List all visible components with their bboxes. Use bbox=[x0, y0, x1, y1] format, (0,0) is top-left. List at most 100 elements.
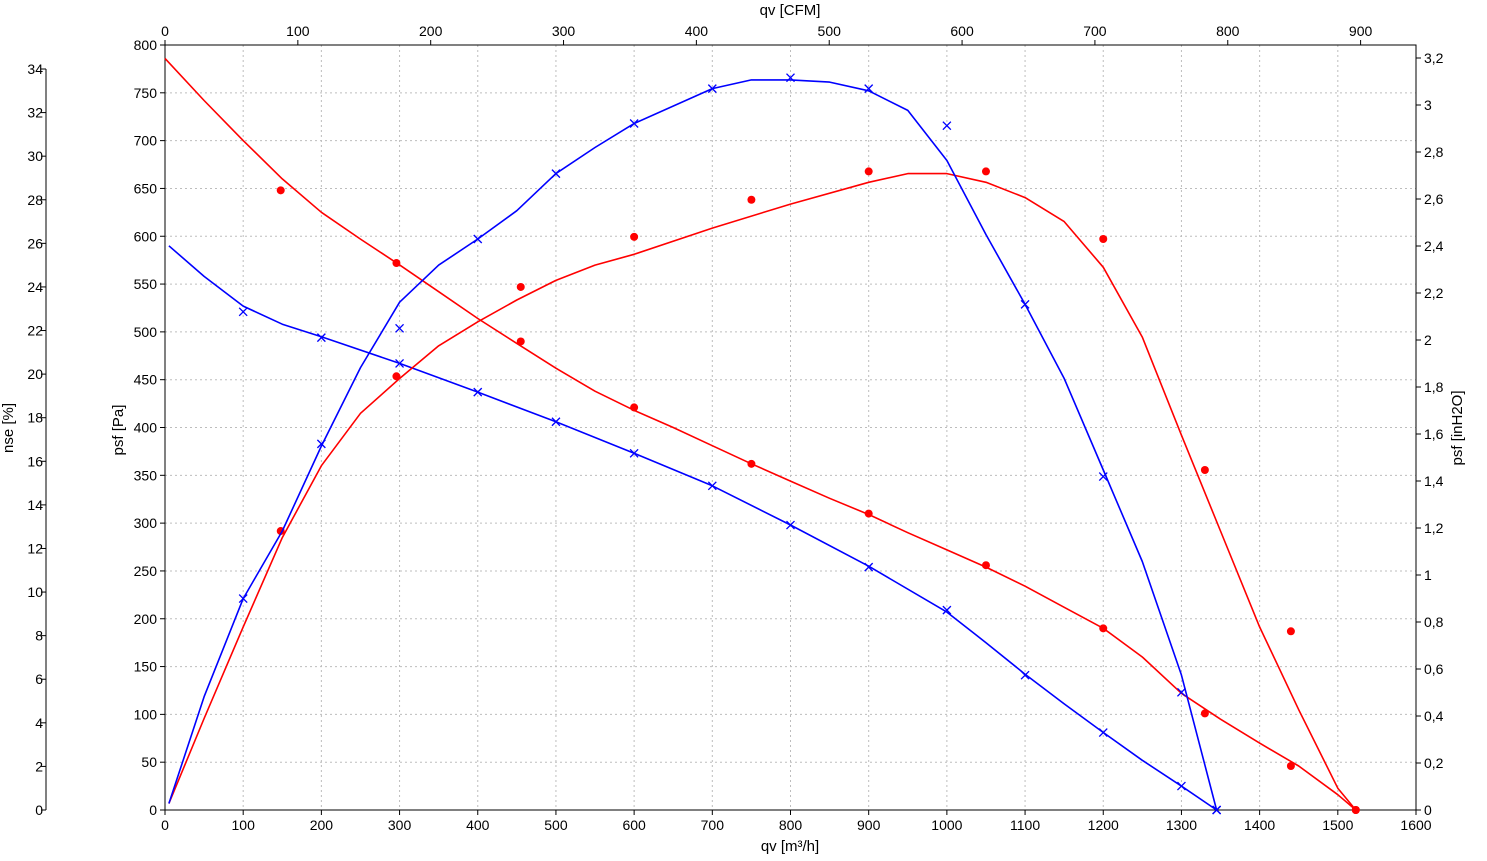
efficiency-point bbox=[395, 323, 405, 333]
pressure-point bbox=[551, 417, 561, 427]
efficiency-point bbox=[942, 121, 952, 131]
efficiency-point bbox=[747, 195, 756, 204]
top-tick-label: 800 bbox=[1216, 23, 1240, 39]
efficiency-point bbox=[1098, 472, 1108, 482]
x-tick-label: 1100 bbox=[1010, 817, 1040, 833]
x-marker-stroke bbox=[1176, 687, 1186, 697]
pressure-point bbox=[276, 186, 285, 195]
x-marker-stroke bbox=[316, 439, 326, 449]
pressure-curve-red bbox=[164, 57, 1357, 811]
grid bbox=[165, 44, 1416, 810]
nse-tick-label: 30 bbox=[27, 148, 43, 164]
pressure-point bbox=[707, 481, 717, 491]
x-marker-stroke bbox=[316, 333, 326, 343]
pressure-point bbox=[864, 509, 873, 518]
inh2o-tick-label: 0,4 bbox=[1424, 708, 1444, 724]
inh2o-tick-label: 0,2 bbox=[1424, 755, 1444, 771]
x-marker-stroke bbox=[1176, 781, 1186, 791]
inh2o-tick-label: 2,8 bbox=[1424, 144, 1444, 160]
nse-tick-label: 34 bbox=[27, 61, 43, 77]
efficiency-point bbox=[981, 167, 990, 176]
x-tick-label: 1300 bbox=[1166, 817, 1197, 833]
x-marker-stroke bbox=[864, 562, 874, 572]
x-marker-stroke bbox=[1020, 670, 1030, 680]
efficiency-point bbox=[1099, 234, 1108, 243]
pressure-point bbox=[1176, 781, 1186, 791]
x-marker-stroke bbox=[473, 234, 483, 244]
x-marker-stroke bbox=[238, 594, 248, 604]
inh2o-tick-label: 0 bbox=[1424, 802, 1432, 818]
x-tick-label: 900 bbox=[857, 817, 881, 833]
x-marker-stroke bbox=[1212, 805, 1222, 815]
pressure-point bbox=[1098, 728, 1108, 738]
top-tick-label: 700 bbox=[1083, 23, 1107, 39]
psf-tick-label: 450 bbox=[134, 372, 158, 388]
nse-tick-label: 18 bbox=[27, 410, 43, 426]
psf-tick-label: 50 bbox=[141, 754, 157, 770]
x-tick-label: 600 bbox=[622, 817, 646, 833]
nse-tick-label: 10 bbox=[27, 584, 43, 600]
efficiency-point bbox=[1200, 466, 1209, 475]
inh2o-tick-label: 1 bbox=[1424, 567, 1432, 583]
efficiency-point bbox=[516, 282, 525, 291]
psf-tick-label: 600 bbox=[134, 228, 158, 244]
pressure-point bbox=[238, 307, 248, 317]
efficiency-point bbox=[707, 84, 717, 94]
series-layer bbox=[164, 57, 1360, 815]
nse-tick-label: 6 bbox=[35, 671, 43, 687]
x-marker-stroke bbox=[786, 520, 795, 530]
efficiency-curve-red bbox=[168, 172, 1357, 811]
top-tick-label: 400 bbox=[685, 23, 709, 39]
top-tick-label: 300 bbox=[552, 23, 576, 39]
pressure-point bbox=[747, 459, 756, 468]
left-outer-axis-title: nse [%] bbox=[0, 403, 17, 453]
x-tick-label: 700 bbox=[701, 817, 725, 833]
x-marker-stroke bbox=[551, 169, 561, 179]
inh2o-tick-label: 2,2 bbox=[1424, 285, 1444, 301]
efficiency-point bbox=[864, 84, 874, 94]
x-tick-label: 1000 bbox=[931, 817, 962, 833]
x-marker-stroke bbox=[786, 73, 795, 83]
inh2o-tick-label: 2,4 bbox=[1424, 238, 1444, 254]
pressure-point bbox=[630, 403, 639, 412]
efficiency-point bbox=[864, 167, 873, 176]
inh2o-tick-label: 2,6 bbox=[1424, 191, 1444, 207]
inh2o-tick-label: 1,2 bbox=[1424, 520, 1444, 536]
right-axis-title: psf [inH2O] bbox=[1449, 390, 1466, 465]
efficiency-point bbox=[786, 73, 795, 83]
x-marker-stroke bbox=[629, 119, 639, 128]
nse-tick-label: 28 bbox=[27, 192, 43, 208]
nse-tick-label: 26 bbox=[27, 235, 43, 251]
inh2o-tick-label: 1,8 bbox=[1424, 379, 1444, 395]
x-tick-label: 500 bbox=[544, 817, 568, 833]
x-marker-stroke bbox=[395, 358, 405, 368]
pressure-point bbox=[1099, 624, 1108, 633]
top-tick-label: 0 bbox=[161, 23, 169, 39]
x-marker-stroke bbox=[238, 307, 248, 317]
pressure-point bbox=[1200, 709, 1209, 718]
psf-tick-label: 0 bbox=[149, 802, 157, 818]
top-tick-label: 200 bbox=[419, 23, 443, 39]
efficiency-point bbox=[629, 119, 639, 128]
efficiency-point bbox=[1212, 805, 1222, 815]
x-marker-stroke bbox=[1098, 472, 1108, 482]
x-tick-label: 1200 bbox=[1088, 817, 1119, 833]
inh2o-tick-label: 0,8 bbox=[1424, 614, 1444, 630]
bottom-axis-title: qv [m³/h] bbox=[761, 838, 819, 855]
efficiency-point bbox=[238, 594, 248, 604]
pressure-point bbox=[629, 448, 639, 458]
pressure-point bbox=[395, 358, 405, 368]
x-tick-label: 300 bbox=[388, 817, 412, 833]
x-marker-stroke bbox=[942, 605, 952, 615]
x-marker-stroke bbox=[707, 481, 717, 491]
inh2o-tick-label: 3 bbox=[1424, 97, 1432, 113]
x-tick-label: 1400 bbox=[1244, 817, 1275, 833]
nse-tick-label: 4 bbox=[35, 715, 43, 731]
inh2o-tick-label: 0,6 bbox=[1424, 661, 1444, 677]
x-tick-label: 400 bbox=[466, 817, 490, 833]
inh2o-tick-label: 2 bbox=[1424, 332, 1432, 348]
psf-tick-label: 250 bbox=[134, 563, 158, 579]
nse-tick-label: 22 bbox=[27, 323, 43, 339]
efficiency-point bbox=[1286, 627, 1295, 636]
psf-tick-label: 150 bbox=[134, 659, 158, 675]
